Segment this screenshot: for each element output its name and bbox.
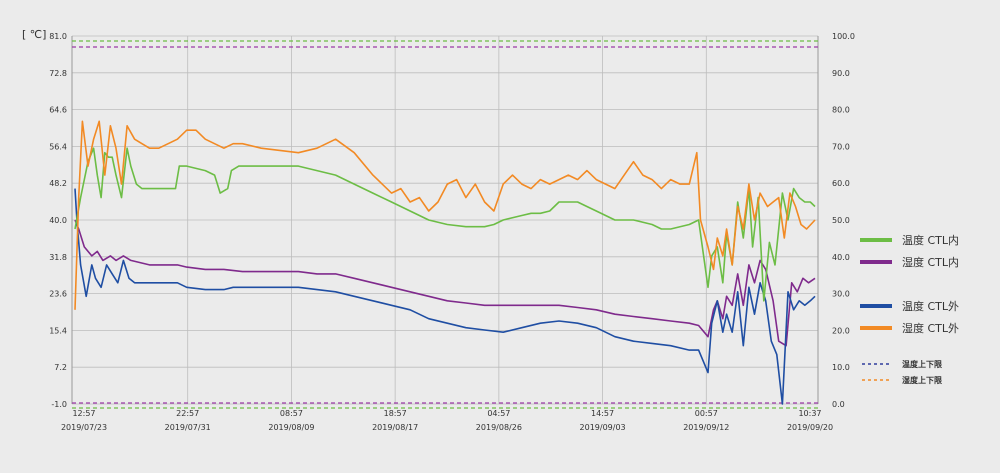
left-tick-label: 31.8	[49, 253, 67, 262]
x-tick-time: 18:57	[384, 409, 407, 418]
right-tick-label: 50.0	[832, 216, 850, 225]
x-tick-time: 12:57	[72, 409, 95, 418]
x-tick-date: 2019/07/23	[61, 423, 107, 432]
series-group	[74, 120, 816, 405]
left-tick-label: 40.0	[49, 216, 67, 225]
series-line-temp_out	[74, 188, 816, 405]
left-tick-label: 23.6	[49, 290, 67, 299]
right-tick-label: 80.0	[832, 106, 850, 115]
x-tick-date: 2019/09/03	[580, 423, 626, 432]
x-tick-time: 22:57	[176, 409, 199, 418]
left-tick-label: 81.0	[49, 32, 67, 41]
legend-label-temp_out: 温度 CTL外	[902, 299, 959, 313]
x-tick-time: 04:57	[487, 409, 510, 418]
right-tick-label: 0.0	[832, 400, 845, 409]
left-tick-label: 48.2	[49, 179, 67, 188]
right-tick-label: 10.0	[832, 363, 850, 372]
right-tick-label: 40.0	[832, 253, 850, 262]
grid	[71, 35, 819, 405]
x-tick-date: 2019/07/31	[165, 423, 211, 432]
legend-label-humid_out: 湿度 CTL外	[902, 321, 959, 335]
legend-label-temp_limit: 温度上下限	[902, 359, 942, 369]
legend-label-humid_in: 湿度 CTL内	[902, 255, 959, 269]
x-tick-time: 08:57	[280, 409, 303, 418]
left-tick-label: -1.0	[51, 400, 67, 409]
right-tick-label: 20.0	[832, 326, 850, 335]
series-line-humid_in	[74, 219, 816, 347]
x-tick-date: 2019/09/12	[683, 423, 729, 432]
left-tick-label: 56.4	[49, 142, 67, 151]
x-tick-time: 10:37	[798, 409, 821, 418]
right-tick-label: 70.0	[832, 142, 850, 151]
x-tick-time: 14:57	[591, 409, 614, 418]
x-axis: 12:57 2019/07/23 22:57 2019/07/31 08:57 2019/…	[61, 409, 833, 432]
series-line-humid_out	[74, 120, 816, 310]
right-tick-label: 60.0	[832, 179, 850, 188]
unit-label: [ ℃]	[22, 28, 46, 41]
left-tick-label: 72.8	[49, 69, 67, 78]
x-tick-date: 2019/09/20	[787, 423, 833, 432]
left-tick-label: 7.2	[54, 363, 67, 372]
legend-label-temp_in: 温度 CTL内	[902, 233, 959, 247]
series-line-temp_in	[74, 147, 816, 302]
x-tick-date: 2019/08/26	[476, 423, 522, 432]
right-axis: 100.0 90.0 80.0 70.0 60.0 50.0 40.0 30.0 20.0 10.…	[832, 32, 855, 409]
x-tick-date: 2019/08/09	[268, 423, 314, 432]
left-tick-label: 15.4	[49, 326, 67, 335]
left-tick-label: 64.6	[49, 106, 67, 115]
left-axis: 81.0 72.8 64.6 56.4 48.2 40.0 31.8 23.6 15.4 7.2 -…	[49, 32, 67, 409]
right-tick-label: 30.0	[832, 290, 850, 299]
legend-label-humid_limit: 湿度上下限	[902, 375, 942, 385]
limit-lines	[72, 40, 818, 409]
x-tick-date: 2019/08/17	[372, 423, 418, 432]
x-tick-time: 00:57	[695, 409, 718, 418]
right-tick-label: 90.0	[832, 69, 850, 78]
right-tick-label: 100.0	[832, 32, 855, 41]
